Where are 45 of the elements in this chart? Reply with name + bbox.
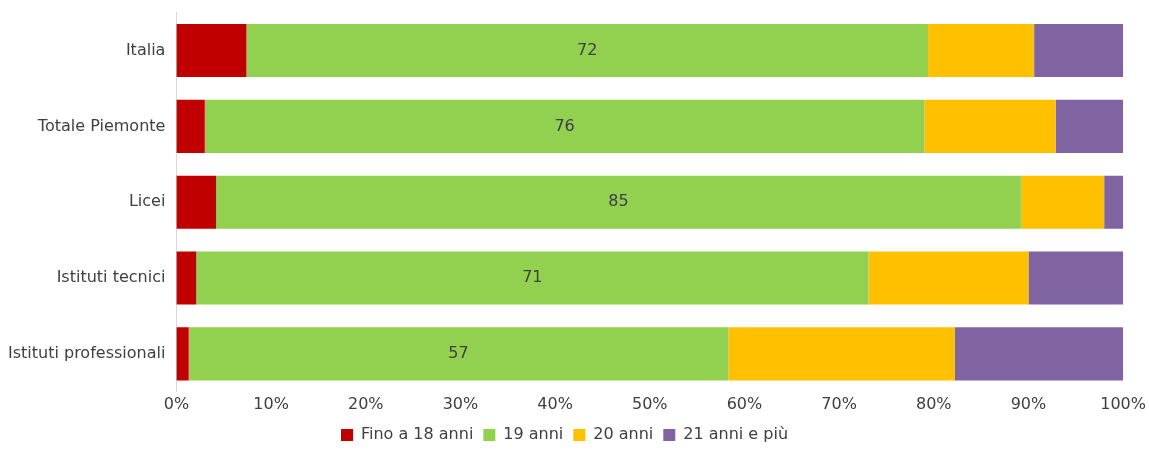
bar	[176, 99, 205, 153]
x-tick-label: 20%	[347, 393, 384, 413]
bar	[176, 23, 247, 78]
bar	[868, 251, 1029, 305]
y-tick-label: Totale Piemonte	[36, 115, 166, 135]
x-tick-label: 70%	[821, 393, 857, 413]
bar	[728, 327, 955, 381]
bar	[1028, 251, 1124, 305]
legend-label: Fino a 18 anni	[360, 424, 474, 444]
bar	[204, 99, 925, 153]
x-tick-label: 60%	[726, 393, 763, 413]
data-label: 76	[554, 115, 575, 135]
bar	[176, 175, 217, 229]
bar	[196, 251, 869, 305]
bar	[1104, 175, 1124, 229]
bar	[928, 23, 1035, 78]
legend-label: 20 anni	[593, 424, 654, 444]
bar	[1034, 23, 1124, 78]
data-label: 72	[577, 39, 598, 59]
x-tick-label: 10%	[253, 393, 289, 413]
bar	[246, 23, 929, 78]
bar	[1055, 99, 1124, 153]
y-tick-label: Italia	[125, 39, 166, 59]
x-tick-label: 50%	[631, 393, 668, 413]
bar	[176, 251, 197, 305]
legend-label: 19 anni	[503, 424, 564, 444]
x-tick-label: 90%	[1010, 393, 1047, 413]
bar	[1020, 175, 1105, 229]
x-tick-label: 30%	[442, 393, 479, 413]
bar	[216, 175, 1021, 229]
data-label: 85	[608, 191, 629, 211]
bar	[954, 327, 1124, 381]
x-tick-label: 0%	[163, 393, 190, 413]
bar	[188, 327, 729, 381]
y-tick-label: Istituti professionali	[7, 343, 166, 363]
legend-label: 21 anni e più	[683, 424, 789, 444]
x-tick-label: 40%	[537, 393, 573, 413]
bar	[924, 99, 1056, 153]
y-tick-label: Istituti tecnici	[56, 267, 166, 287]
bar	[176, 327, 189, 381]
x-tick-label: 80%	[916, 393, 952, 413]
data-label: 57	[448, 343, 469, 363]
data-label: 71	[522, 267, 543, 287]
x-tick-label: 100%	[1100, 393, 1146, 413]
y-tick-label: Licei	[128, 191, 166, 211]
